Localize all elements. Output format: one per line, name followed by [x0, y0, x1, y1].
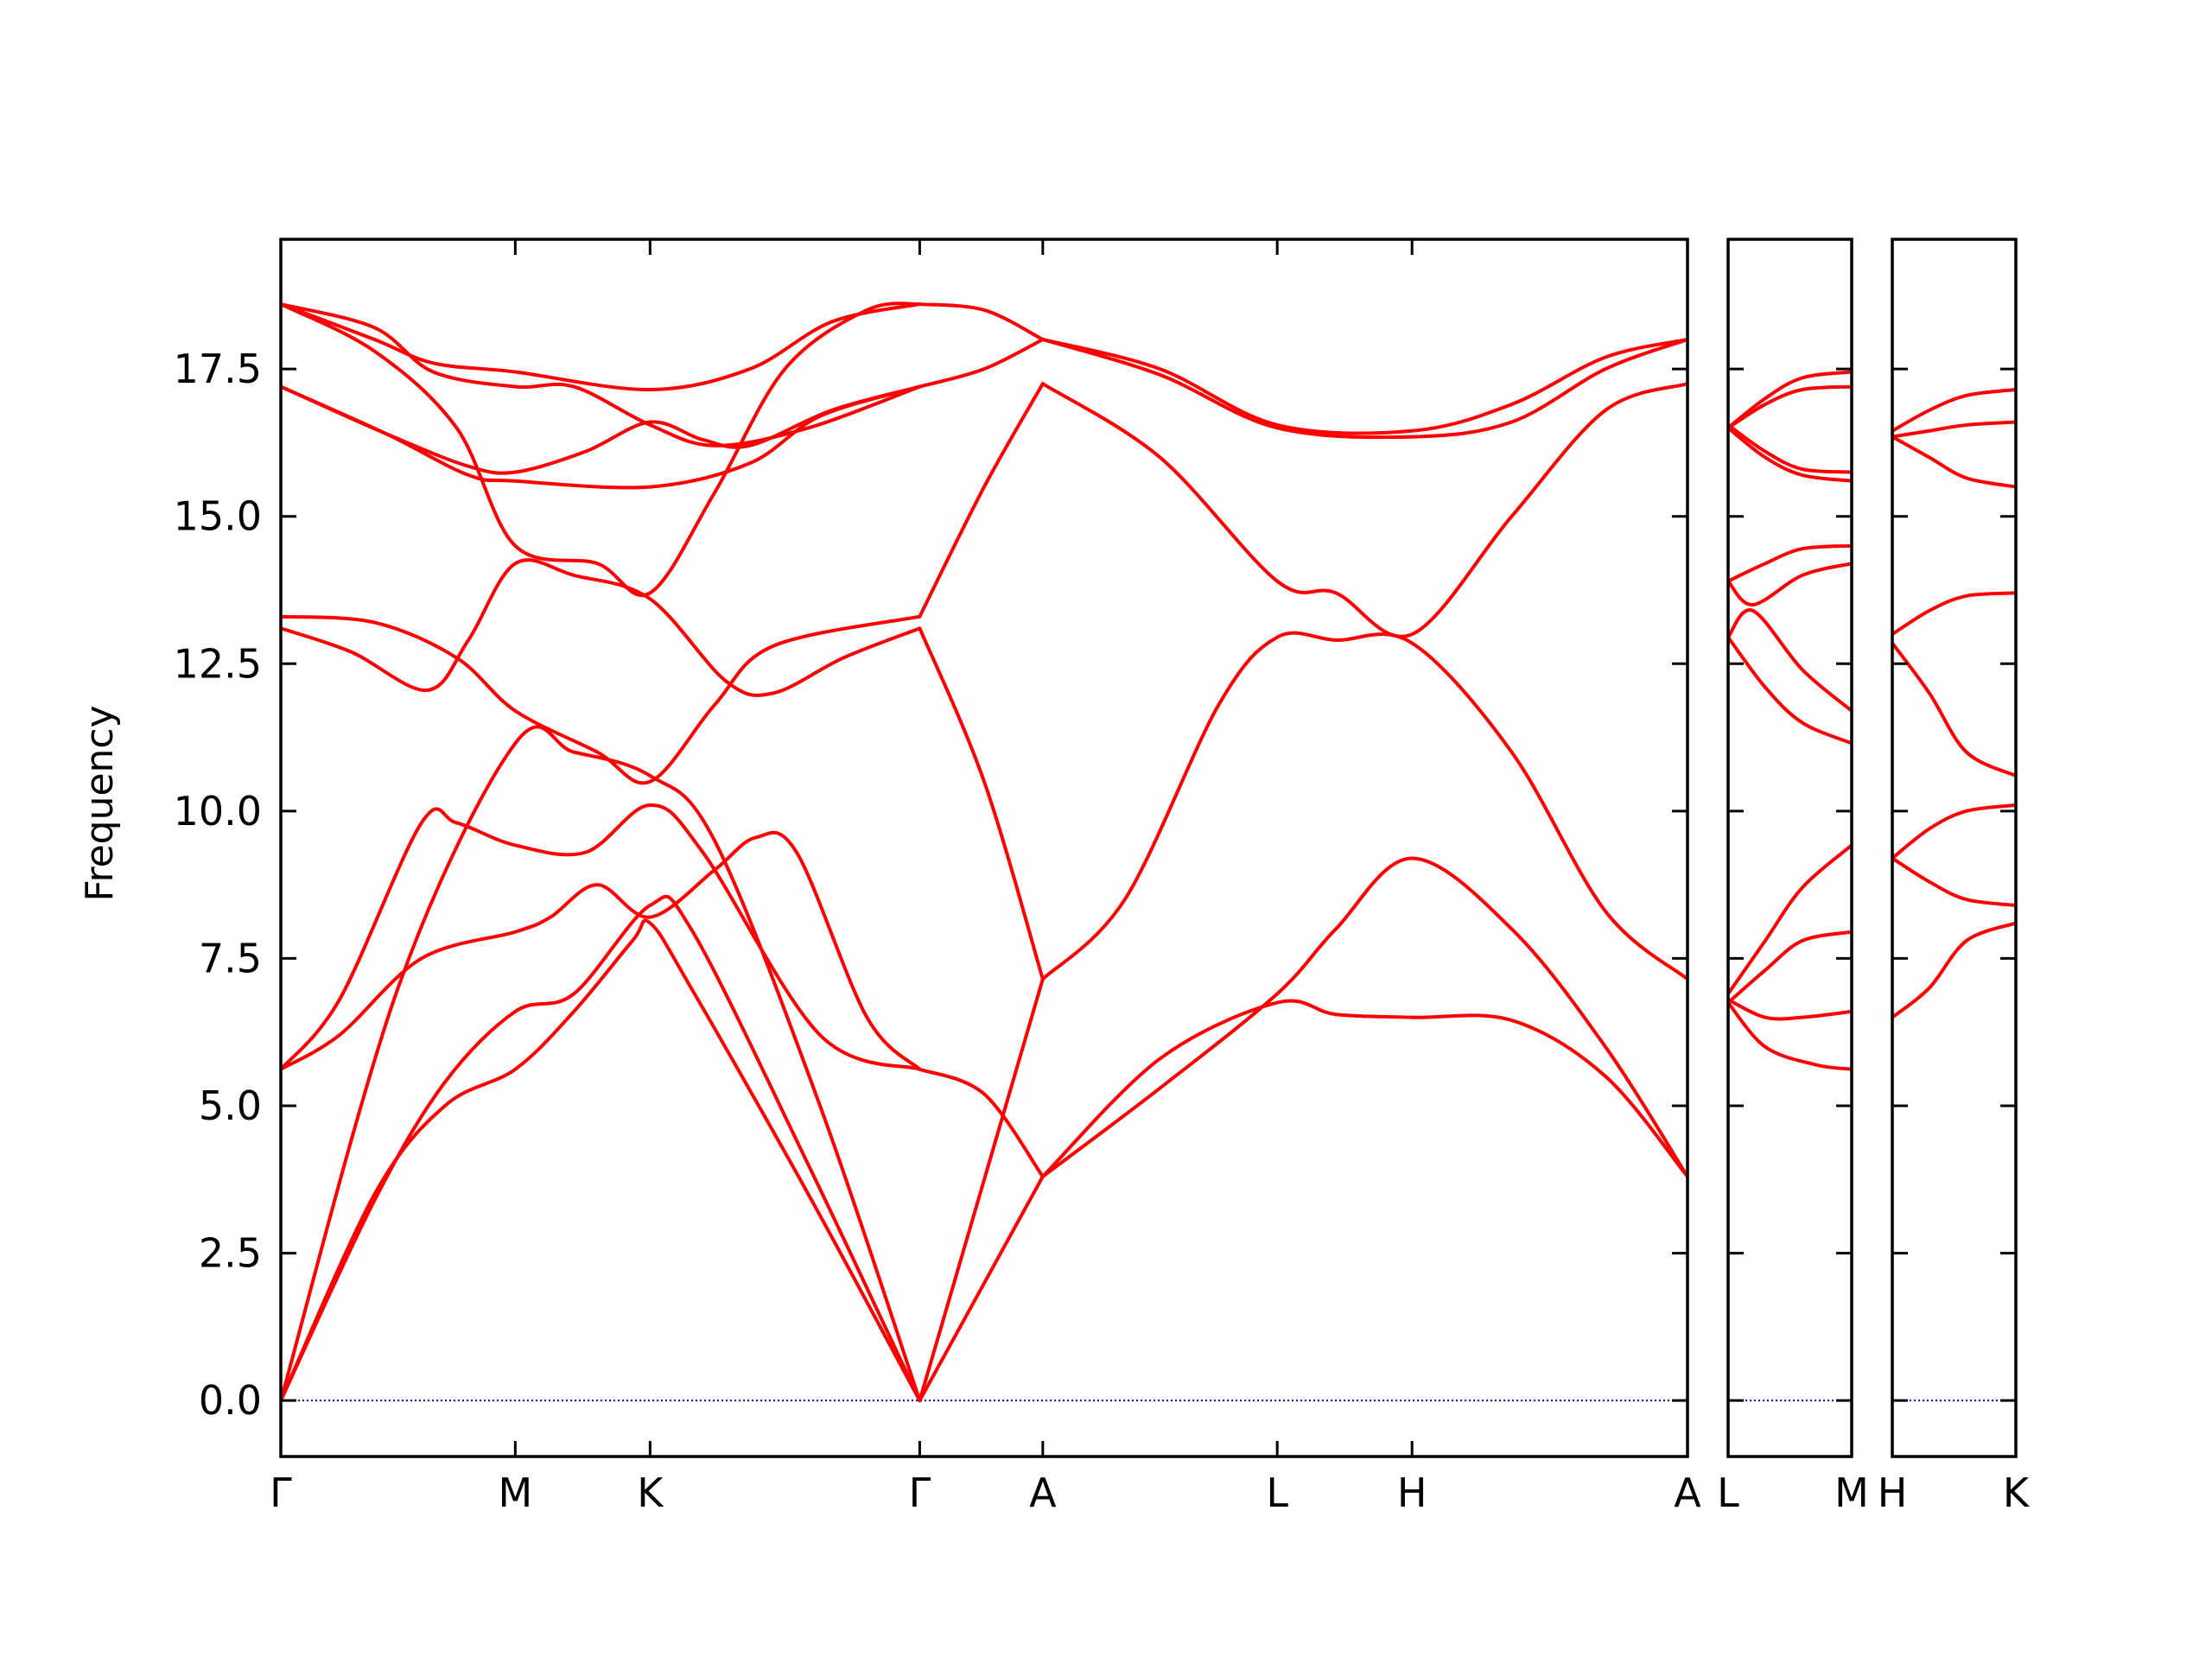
- band-line: [918, 626, 1045, 981]
- band-line: [1728, 843, 1852, 996]
- panel-frame: [279, 238, 1689, 1458]
- band-line: [281, 302, 922, 447]
- x-tick-label: H: [1878, 1469, 1908, 1516]
- band-line: [1728, 635, 1852, 746]
- band-line: [1728, 426, 1852, 483]
- band-line: [1892, 641, 2016, 778]
- band-line: [1728, 370, 1852, 430]
- band-line: [1728, 608, 1852, 713]
- band-line: [1728, 422, 1852, 474]
- band-line: [281, 384, 922, 475]
- y-tick-label: 5.0: [199, 1082, 262, 1129]
- x-tick-label: Γ: [270, 1469, 292, 1516]
- y-axis-label: Frequency: [78, 705, 122, 901]
- band-line: [1728, 543, 1852, 583]
- band-line: [281, 803, 922, 1071]
- band-series-group: [281, 301, 1688, 1403]
- band-line: [281, 830, 922, 1071]
- band-line: [281, 725, 922, 1403]
- band-line: [1040, 338, 1688, 440]
- band-line: [918, 977, 1045, 1403]
- band-line: [281, 301, 922, 597]
- band-line: [918, 302, 1045, 341]
- x-tick-label: L: [1266, 1469, 1288, 1516]
- band-line: [281, 894, 922, 1403]
- y-tick-label: 2.5: [199, 1230, 262, 1277]
- x-tick-label: A: [1674, 1469, 1701, 1516]
- band-line: [1728, 562, 1852, 607]
- band-line: [918, 1067, 1045, 1178]
- band-line: [1040, 382, 1688, 638]
- band-line: [1892, 387, 2016, 433]
- x-tick-label: H: [1397, 1469, 1427, 1516]
- band-line: [1728, 384, 1852, 430]
- x-tick-label: M: [498, 1469, 532, 1516]
- band-line: [1728, 998, 1852, 1021]
- band-line: [1728, 1000, 1852, 1071]
- band-line: [918, 382, 1045, 619]
- x-tick-label: M: [1834, 1469, 1869, 1516]
- x-tick-label: L: [1717, 1469, 1739, 1516]
- y-tick-label: 10.0: [174, 788, 262, 835]
- y-tick-label: 17.5: [174, 346, 262, 392]
- band-line: [1892, 856, 2016, 908]
- band-line: [1892, 435, 2016, 489]
- band-line: [1040, 338, 1688, 435]
- x-tick-label: K: [2003, 1469, 2031, 1516]
- band-line: [1892, 591, 2016, 637]
- band-series-group: [1892, 387, 2016, 1019]
- band-line: [1728, 930, 1852, 1005]
- band-line: [1892, 921, 2016, 1019]
- band-series-group: [1728, 370, 1852, 1071]
- x-tick-label: A: [1029, 1469, 1057, 1516]
- panel-frame: [1891, 238, 2018, 1458]
- band-line: [281, 614, 922, 785]
- x-tick-label: Γ: [909, 1469, 931, 1516]
- band-line: [1892, 803, 2016, 860]
- band-line: [281, 302, 922, 391]
- band-line: [918, 1174, 1045, 1403]
- y-tick-label: 0.0: [199, 1377, 262, 1424]
- band-line: [1040, 631, 1688, 981]
- band-line: [281, 918, 922, 1403]
- y-tick-label: 12.5: [174, 640, 262, 687]
- panel-frame: [1726, 238, 1853, 1458]
- band-line: [1040, 999, 1688, 1178]
- band-line: [918, 338, 1045, 389]
- y-tick-label: 15.0: [174, 493, 262, 540]
- band-line: [281, 558, 922, 697]
- x-tick-label: K: [637, 1469, 664, 1516]
- band-line: [1040, 856, 1688, 1178]
- band-line: [281, 384, 922, 490]
- y-tick-label: 7.5: [199, 935, 262, 981]
- band-line: [1892, 420, 2016, 439]
